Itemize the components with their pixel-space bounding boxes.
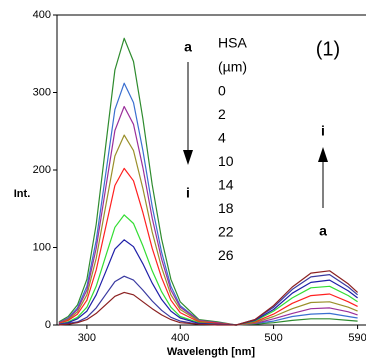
x-tick-label: 400: [171, 332, 189, 344]
legend-entry: 14: [218, 177, 234, 193]
series-line: [58, 167, 358, 326]
arrow-end-label: i: [186, 185, 190, 201]
arrow-head: [183, 150, 193, 165]
legend-entry: 10: [218, 153, 234, 169]
legend-entry: 0: [218, 83, 226, 99]
series-line: [58, 214, 358, 326]
arrow-start-label: a: [184, 39, 192, 55]
y-tick-label: 0: [45, 319, 51, 331]
series-line: [58, 82, 358, 326]
y-tick-label: 200: [33, 164, 51, 176]
series-line: [58, 239, 358, 326]
y-axis-title: Int.: [14, 188, 31, 200]
legend-title: (µm): [218, 59, 247, 75]
x-axis-title: Wavelength [nm]: [167, 346, 256, 358]
series-line: [58, 270, 359, 326]
y-tick-label: 100: [33, 241, 51, 253]
series-line: [58, 134, 358, 326]
legend-entry: 18: [218, 200, 234, 216]
panel-label: (1): [316, 38, 340, 60]
series-line: [58, 274, 358, 326]
legend-entry: 26: [218, 247, 234, 263]
x-tick-label: 300: [78, 332, 96, 344]
y-tick-label: 300: [33, 86, 51, 98]
legend-entry: 2: [218, 106, 226, 122]
arrow-head: [318, 147, 328, 162]
series-line: [58, 37, 358, 326]
arrow-end-label: i: [321, 123, 325, 139]
legend-entry: 22: [218, 224, 234, 240]
x-tick-label: 590: [348, 332, 366, 344]
legend-title: HSA: [218, 35, 247, 51]
x-tick-label: 500: [264, 332, 282, 344]
arrow-start-label: a: [319, 223, 327, 239]
y-tick-label: 400: [33, 9, 51, 21]
legend-entry: 4: [218, 130, 226, 146]
series-line: [58, 105, 358, 326]
